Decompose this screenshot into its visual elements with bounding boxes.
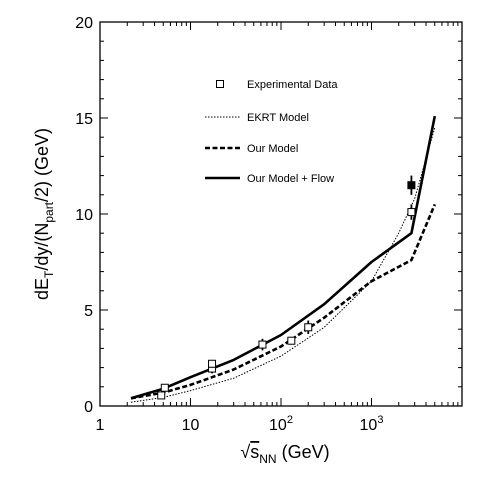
data-markers bbox=[157, 175, 416, 400]
legend-label: EKRT Model bbox=[247, 112, 309, 124]
x-tick-label: 103 bbox=[360, 414, 384, 434]
y-tick-label: 15 bbox=[75, 111, 93, 128]
data-point bbox=[407, 208, 416, 217]
x-axis-title: √sNN (GeV) bbox=[240, 442, 329, 466]
x-axis-title-var: s bbox=[250, 442, 259, 462]
x-tick-label-base: 10 bbox=[360, 417, 378, 434]
y-axis-title: dET/dy/(Npart/2) (GeV) bbox=[32, 128, 56, 300]
x-tick-label-exponent: 3 bbox=[377, 414, 383, 426]
x-axis-title-root: √ bbox=[240, 442, 250, 462]
y-tick-label: 20 bbox=[75, 15, 93, 32]
axis-ticks bbox=[99, 21, 462, 407]
data-point bbox=[157, 391, 166, 400]
x-axis-title-sub: NN bbox=[259, 452, 276, 466]
x-axis-title-unit: (GeV) bbox=[277, 442, 330, 462]
data-point bbox=[160, 383, 169, 392]
data-point-filled bbox=[407, 181, 416, 190]
x-tick-label-base: 10 bbox=[182, 417, 200, 434]
series-line-ekrt-model bbox=[130, 127, 436, 403]
legend-label: Experimental Data bbox=[247, 79, 338, 91]
data-point bbox=[208, 359, 217, 368]
y-axis-title-sub2: part bbox=[42, 201, 56, 222]
y-axis-title-sub1: T bbox=[42, 270, 56, 278]
data-point bbox=[258, 340, 267, 349]
y-axis-title-end: /2) (GeV) bbox=[32, 128, 52, 202]
legend-label: Our Model + Flow bbox=[247, 173, 334, 185]
x-tick-label: 10 bbox=[182, 417, 200, 434]
x-tick-label-base: 1 bbox=[96, 417, 105, 434]
series-lines bbox=[130, 115, 437, 403]
series-line-our-model-flow bbox=[130, 115, 437, 400]
y-tick-label: 5 bbox=[84, 303, 93, 320]
x-tick-label: 1 bbox=[96, 417, 105, 434]
y-tick-label: 10 bbox=[75, 207, 93, 224]
y-axis-title-mid: /dy/(N bbox=[32, 223, 52, 271]
legend-label: Our Model bbox=[247, 143, 298, 155]
data-point bbox=[287, 336, 296, 345]
x-tick-label: 102 bbox=[269, 414, 293, 434]
x-tick-label-exponent: 2 bbox=[287, 414, 293, 426]
y-tick-label: 0 bbox=[84, 399, 93, 416]
series-line-our-model bbox=[130, 203, 436, 400]
y-axis-title-d: dE bbox=[32, 278, 52, 300]
legend-symbol-square bbox=[216, 80, 224, 88]
data-point bbox=[304, 323, 313, 332]
legend: Experimental Data EKRT Model Our Model Our … bbox=[205, 79, 338, 185]
x-tick-label-base: 10 bbox=[269, 417, 287, 434]
